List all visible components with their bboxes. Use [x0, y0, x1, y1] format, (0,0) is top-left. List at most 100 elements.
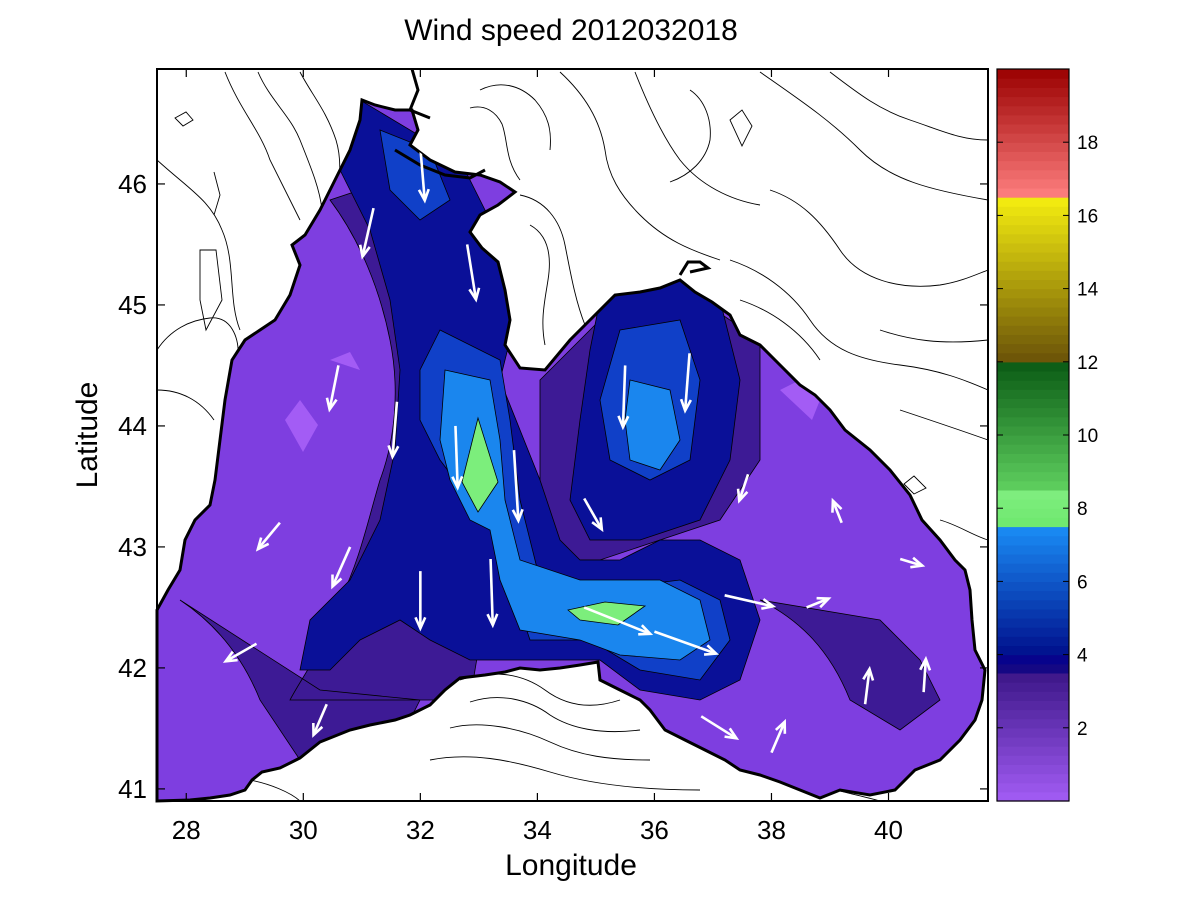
colorbar-band	[997, 526, 1069, 537]
colorbar-band	[997, 736, 1069, 747]
land-contour-line	[759, 71, 988, 201]
colorbar: 2 4 6 8 10 12 14 16 18	[996, 68, 1099, 802]
colorbar-band	[997, 654, 1069, 665]
wind-vector	[724, 594, 777, 610]
colorbar-band	[997, 334, 1069, 345]
kerch-inlet	[678, 260, 712, 276]
wind-vector	[831, 497, 843, 524]
colorbar-band	[997, 746, 1069, 756]
colorbar-band	[997, 563, 1069, 573]
colorbar-band	[997, 709, 1069, 720]
colorbar-band	[997, 215, 1069, 226]
wind-vector	[358, 207, 375, 260]
colorbar-band	[997, 663, 1069, 674]
x-tick-label: 34	[523, 815, 552, 845]
colorbar-band	[997, 187, 1069, 198]
colorbar-band	[997, 462, 1069, 473]
colorbar-band	[997, 123, 1069, 134]
x-tick-label: 36	[640, 815, 669, 845]
colorbar-band	[997, 114, 1069, 125]
colorbar-tick-label: 16	[1077, 206, 1098, 227]
land-contour-line	[257, 71, 323, 211]
land-contour-line	[479, 84, 551, 151]
land-contour-line	[469, 106, 521, 181]
wind-vector	[414, 571, 427, 632]
colorbar-band	[997, 599, 1069, 610]
colorbar-band	[997, 508, 1069, 518]
colorbar-band	[997, 499, 1069, 509]
land-contour-line	[829, 71, 988, 141]
colorbar-band	[997, 773, 1069, 784]
colorbar-band	[997, 636, 1069, 647]
wind-vector	[583, 606, 654, 636]
colorbar-band	[997, 151, 1069, 162]
x-tick-label: 38	[757, 815, 786, 845]
land-contour-line	[199, 249, 223, 332]
colorbar-band	[997, 370, 1069, 381]
colorbar-band	[997, 279, 1069, 290]
colorbar-band	[997, 343, 1069, 354]
land-contour-line	[739, 299, 821, 361]
y-tick-label: 41	[118, 774, 147, 804]
colorbar-band	[997, 380, 1069, 390]
colorbar-band	[997, 316, 1069, 326]
colorbar-band	[997, 206, 1069, 216]
colorbar-band	[997, 105, 1069, 116]
colorbar-band	[997, 242, 1069, 253]
colorbar-tick-label: 18	[1077, 133, 1098, 154]
wind-vector	[312, 703, 328, 738]
colorbar-band	[997, 435, 1069, 445]
plot-area	[155, 68, 988, 803]
colorbar-tick-label: 14	[1077, 280, 1099, 301]
colorbar-tick-label: 10	[1077, 426, 1098, 447]
colorbar-band	[997, 489, 1069, 500]
colorbar-band	[997, 764, 1069, 775]
wind-vector	[222, 642, 258, 663]
wind-vector	[679, 353, 693, 414]
colorbar-band	[997, 142, 1069, 152]
wind-vector	[511, 450, 524, 524]
colorbar-band	[997, 480, 1069, 491]
colorbar-band	[997, 352, 1069, 363]
y-tick-label: 43	[118, 532, 147, 562]
colorbar-band	[997, 672, 1069, 683]
colorbar-band	[997, 416, 1069, 427]
colorbar-band	[997, 535, 1069, 546]
wind-vector	[899, 556, 926, 569]
axes-frame	[156, 68, 989, 802]
colorbar-band	[997, 389, 1069, 399]
sea-speed-fields	[157, 100, 985, 801]
land-contour-line	[519, 194, 586, 326]
y-tick-label: 46	[118, 169, 147, 199]
wind-vector	[736, 473, 750, 504]
x-tick-label: 30	[289, 815, 318, 845]
colorbar-tick-label: 2	[1077, 719, 1088, 740]
y-tick-label: 42	[118, 653, 147, 683]
colorbar-band	[997, 78, 1069, 88]
x-tick-label: 40	[874, 815, 903, 845]
colorbar-band	[997, 682, 1069, 692]
colorbar-band	[997, 700, 1069, 711]
colorbar-band	[997, 133, 1069, 143]
dnieper-inlet	[408, 68, 431, 120]
land-contour-line	[469, 697, 641, 733]
x-tick-label: 32	[406, 815, 435, 845]
wind-vector	[331, 546, 352, 590]
land-contour-line	[213, 171, 221, 216]
wind-vector	[617, 365, 630, 431]
colorbar-band	[997, 361, 1069, 372]
y-tick-label: 44	[118, 411, 147, 441]
x-axis-label: Longitude	[505, 849, 637, 882]
colorbar-band	[997, 453, 1069, 464]
colorbar-band	[997, 398, 1069, 409]
land-contour-line	[157, 159, 241, 331]
crimea-bay-inlet	[394, 148, 486, 180]
colorbar-band	[997, 160, 1069, 171]
coastline	[155, 68, 987, 803]
wind-vector	[255, 521, 281, 552]
land-contour-line	[903, 475, 927, 495]
colorbar-band	[997, 425, 1069, 436]
colorbar-band	[997, 590, 1069, 601]
land-contour-line	[769, 189, 988, 287]
wind-vector	[325, 365, 340, 413]
